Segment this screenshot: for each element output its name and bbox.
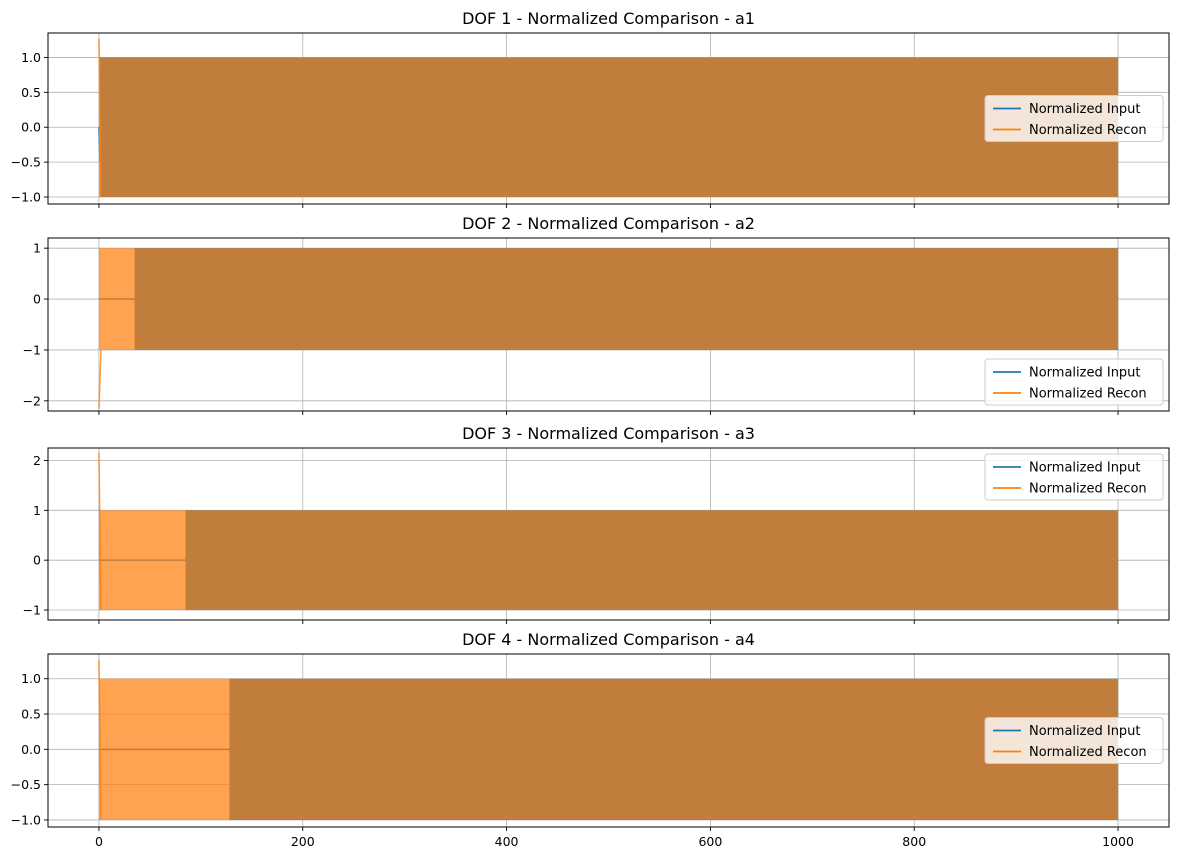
start-spike	[98, 452, 102, 611]
start-spike	[98, 659, 102, 820]
start-spike	[98, 38, 102, 198]
subplot-2: DOF 2 - Normalized Comparison - a2 −2 −1 0 1…	[23, 214, 1170, 415]
legend-label: Normalized Recon	[1029, 387, 1147, 402]
legend-box	[984, 95, 1164, 142]
x-tick-label: 200	[291, 834, 315, 849]
y-tick-label: −1.0	[11, 190, 41, 205]
legend-label: Normalized Recon	[1029, 123, 1147, 138]
axes-frame	[47, 32, 1170, 205]
plot-title: DOF 3 - Normalized Comparison - a3	[462, 424, 755, 443]
legend-label: Normalized Input	[1029, 461, 1141, 476]
series-band	[98, 678, 1119, 820]
legend: Normalized Input Normalized Recon	[984, 717, 1164, 764]
y-tick-label: 1.0	[21, 671, 41, 686]
y-tick-label: 0	[33, 553, 41, 568]
start-spike	[98, 349, 102, 409]
y-tick-label: 1	[33, 241, 41, 256]
y-tick-label: 0	[33, 292, 41, 307]
legend-label: Normalized Recon	[1029, 745, 1147, 760]
y-tick-label: 0.0	[21, 742, 41, 757]
y-tick-label: 0.0	[21, 120, 41, 135]
plot-title: DOF 4 - Normalized Comparison - a4	[462, 630, 755, 649]
legend-label: Normalized Input	[1029, 366, 1141, 381]
subplot-4: DOF 4 - Normalized Comparison - a4 0 200 40…	[11, 630, 1170, 849]
y-tick-label: 1.0	[21, 50, 41, 65]
plot-title: DOF 2 - Normalized Comparison - a2	[462, 214, 755, 233]
legend-label: Normalized Recon	[1029, 482, 1147, 497]
legend-box	[984, 717, 1164, 764]
series-band	[98, 57, 1119, 198]
x-tick-label: 400	[495, 834, 519, 849]
axes-frame	[47, 447, 1170, 621]
y-tick-label: −2	[23, 393, 41, 408]
y-tick-label: −0.5	[11, 155, 41, 170]
y-tick-label: 0.5	[21, 707, 41, 722]
axes-frame	[47, 653, 1170, 828]
legend-label: Normalized Input	[1029, 724, 1141, 739]
legend: Normalized Input Normalized Recon	[984, 95, 1164, 142]
subplot-1: DOF 1 - Normalized Comparison - a1 −1.0 −0…	[11, 9, 1170, 208]
x-tick-label: 0	[95, 834, 103, 849]
y-tick-label: 0.5	[21, 85, 41, 100]
subplot-3: DOF 3 - Normalized Comparison - a3 −1 0 1 2 N…	[23, 424, 1170, 624]
axes-frame	[47, 237, 1170, 412]
x-tick-label: 800	[902, 834, 926, 849]
x-tick-label: 600	[698, 834, 722, 849]
y-tick-label: −1	[23, 603, 41, 618]
series-band	[98, 510, 1119, 611]
y-tick-label: 1	[33, 503, 41, 518]
y-tick-label: −1	[23, 342, 41, 357]
legend-box	[984, 453, 1164, 501]
legend-label: Normalized Input	[1029, 102, 1141, 117]
y-tick-label: 2	[33, 453, 41, 468]
legend: Normalized Input Normalized Recon	[984, 358, 1164, 406]
legend: Normalized Input Normalized Recon	[984, 453, 1164, 501]
series-band	[98, 248, 1119, 350]
y-tick-label: −0.5	[11, 777, 41, 792]
x-tick-label: 1000	[1102, 834, 1134, 849]
plot-title: DOF 1 - Normalized Comparison - a1	[462, 9, 755, 28]
y-tick-label: −1.0	[11, 812, 41, 827]
legend-box	[984, 358, 1164, 406]
